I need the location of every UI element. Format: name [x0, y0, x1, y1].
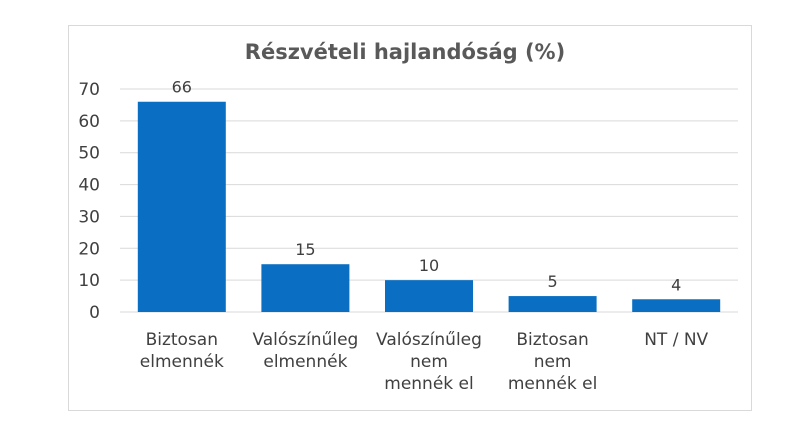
- data-label-3: 5: [548, 272, 558, 291]
- data-label-1: 15: [295, 240, 315, 259]
- y-tick-label-60: 60: [78, 112, 100, 132]
- category-label-line: Biztosan: [516, 330, 588, 350]
- bar-0: [137, 101, 226, 312]
- bar-2: [385, 280, 473, 312]
- category-label-line: mennék el: [508, 374, 597, 394]
- chart-title: Részvételi hajlandóság (%): [244, 40, 566, 64]
- category-label-line: elmennék: [140, 352, 224, 372]
- data-label-0: 66: [172, 78, 192, 97]
- category-label-4: NT / NV: [644, 330, 708, 350]
- category-label-2: Valószínűleg nem mennék el: [376, 330, 482, 394]
- bar-1: [261, 264, 350, 312]
- category-label-line: elmennék: [263, 352, 347, 372]
- y-tick-label-30: 30: [78, 207, 100, 227]
- category-label-1: Valószínűleg elmennék: [252, 330, 358, 372]
- y-tick-label-20: 20: [78, 239, 100, 259]
- bar-4: [632, 299, 721, 312]
- category-label-line: mennék el: [384, 374, 473, 394]
- category-label-line: nem: [534, 352, 572, 372]
- data-label-2: 10: [419, 256, 439, 275]
- category-label-line: NT / NV: [644, 330, 708, 350]
- y-tick-label-70: 70: [78, 80, 100, 100]
- y-tick-label-50: 50: [78, 144, 100, 164]
- y-tick-label-10: 10: [78, 271, 100, 291]
- category-label-line: nem: [410, 352, 448, 372]
- category-label-line: Biztosan: [146, 330, 218, 350]
- y-tick-label-0: 0: [89, 303, 100, 323]
- category-label-line: Valószínűleg: [252, 330, 358, 350]
- category-label-0: Biztosan elmennék: [140, 330, 224, 372]
- data-label-4: 4: [671, 275, 681, 294]
- category-label-3: Biztosan nem mennék el: [508, 330, 597, 394]
- y-tick-label-40: 40: [78, 176, 100, 196]
- category-label-line: Valószínűleg: [376, 330, 482, 350]
- bar-3: [508, 296, 597, 312]
